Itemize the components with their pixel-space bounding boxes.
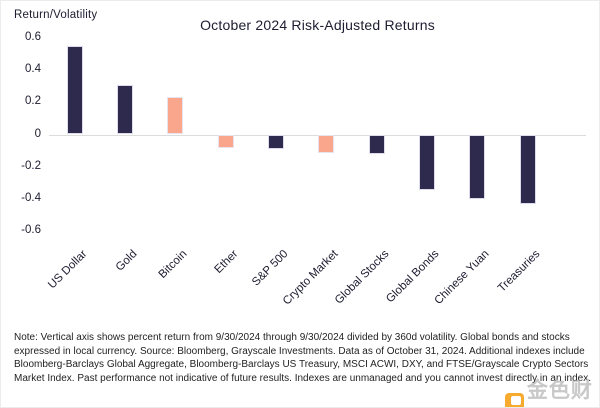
bar-us-dollar bbox=[66, 45, 83, 135]
footnote: Note: Vertical axis shows percent return… bbox=[14, 332, 591, 384]
category-label: Gold bbox=[113, 248, 140, 274]
bar-global-stocks bbox=[368, 135, 385, 155]
category-label: Global Stocks bbox=[332, 248, 392, 307]
y-tick-label: 0.6 bbox=[25, 30, 41, 43]
bar-bitcoin bbox=[167, 97, 184, 135]
y-tick-label: -0.6 bbox=[21, 224, 41, 237]
bar-s-p-500 bbox=[267, 135, 284, 150]
y-tick-label: 0.4 bbox=[25, 63, 41, 76]
category-label: S&P 500 bbox=[249, 248, 291, 289]
category-label: Chinese Yuan bbox=[432, 248, 492, 307]
watermark-text: 金色财经 bbox=[526, 379, 593, 402]
y-axis-title: Return/Volatility bbox=[14, 9, 98, 21]
bar-treasuries bbox=[519, 135, 536, 205]
zero-axis-line bbox=[49, 135, 586, 136]
category-label: Treasuries bbox=[495, 248, 543, 295]
jinse-logo-icon bbox=[505, 392, 524, 407]
y-tick-label: 0.2 bbox=[25, 95, 41, 108]
y-tick-label: -0.2 bbox=[21, 159, 41, 172]
category-label: US Dollar bbox=[45, 248, 89, 292]
bar-gold bbox=[116, 84, 133, 135]
bar-crypto-market bbox=[318, 135, 335, 153]
watermark: 金色财经 bbox=[505, 374, 599, 407]
category-label: Bitcoin bbox=[156, 248, 190, 281]
chart-title: October 2024 Risk-Adjusted Returns bbox=[200, 17, 435, 33]
bar-ether bbox=[217, 135, 234, 148]
bar-global-bonds bbox=[418, 135, 435, 190]
y-tick-label: 0 bbox=[34, 127, 41, 140]
y-tick-label: -0.4 bbox=[21, 191, 41, 204]
category-label: Crypto Market bbox=[281, 248, 341, 308]
bar-chinese-yuan bbox=[469, 135, 486, 200]
category-label: Ether bbox=[212, 248, 241, 276]
